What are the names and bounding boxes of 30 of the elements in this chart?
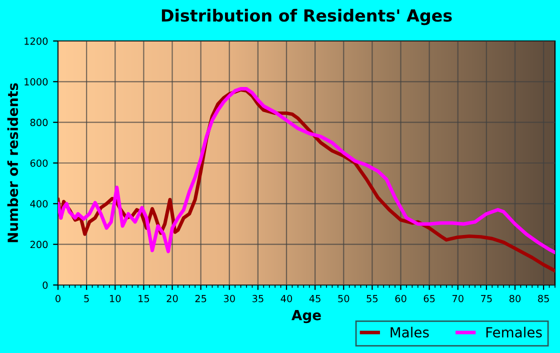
y-axis-title: Number of residents — [7, 83, 18, 242]
chart-title: Distribution of Residents' Ages — [162, 8, 452, 26]
y-tick-label: 1200 — [24, 37, 48, 45]
y-tick-label: 600 — [30, 159, 48, 167]
x-tick-label: 70 — [452, 294, 464, 302]
x-tick-label: 0 — [56, 294, 60, 302]
y-tick-label: 1000 — [24, 78, 48, 86]
y-tick-label: 800 — [30, 118, 48, 126]
x-tick-label: 60 — [395, 294, 406, 302]
x-tick-label: 10 — [110, 294, 121, 302]
x-tick-label: 35 — [252, 294, 264, 302]
x-tick-label: 50 — [338, 294, 350, 302]
x-tick-label: 20 — [166, 294, 178, 302]
x-tick-label: 30 — [224, 294, 235, 302]
y-tick-label: 400 — [30, 200, 48, 208]
x-tick-label: 65 — [424, 294, 435, 302]
x-tick-label: 5 — [84, 295, 89, 302]
y-tick-label: 0 — [42, 281, 48, 289]
x-tick-label: 40 — [280, 294, 292, 302]
x-tick-label: 55 — [366, 295, 378, 302]
x-tick-label: 85 — [538, 294, 549, 302]
legend-label: Females — [486, 326, 542, 338]
legend-label: Males — [390, 326, 429, 338]
x-tick-label: 75 — [481, 295, 492, 302]
x-tick-label: 80 — [509, 294, 521, 302]
x-tick-label: 25 — [195, 294, 206, 302]
x-tick-label: 45 — [309, 295, 320, 302]
y-tick-label: 200 — [30, 240, 48, 248]
x-axis-title: Age — [292, 310, 321, 324]
x-tick-label: 15 — [138, 295, 150, 302]
